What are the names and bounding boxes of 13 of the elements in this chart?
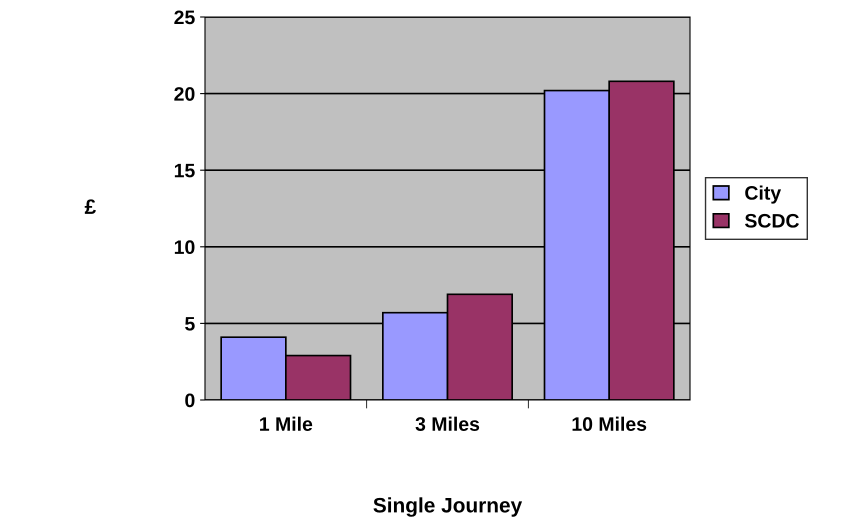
y-tick-label: 10 xyxy=(174,240,194,254)
y-tick-label: 20 xyxy=(174,87,194,101)
x-tick-label: 3 Miles xyxy=(416,416,480,431)
legend-label: City xyxy=(745,186,782,204)
y-tick-label: 15 xyxy=(174,164,195,178)
y-tick-label: 25 xyxy=(174,10,195,24)
legend-label: SCDC xyxy=(744,214,799,228)
x-tick-label: 10 Miles xyxy=(572,416,646,431)
y-axis-title: £ xyxy=(84,199,96,214)
y-tick-label: 0 xyxy=(185,393,194,408)
x-tick-label: 1 Mile xyxy=(260,416,312,431)
x-axis-title: Single Journey xyxy=(373,497,522,517)
y-tick-label: 5 xyxy=(185,317,195,331)
